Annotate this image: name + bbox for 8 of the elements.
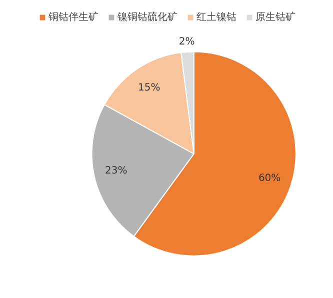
data-label: 15% [138, 82, 160, 94]
legend-label: 原生钴矿 [256, 10, 296, 24]
data-label: 60% [258, 172, 281, 184]
data-label: 23% [105, 166, 128, 177]
data-label: 2% [178, 36, 195, 48]
legend-label: 红土镍钴 [196, 10, 236, 24]
legend-label: 镍铜钴硫化矿 [118, 10, 178, 24]
legend-label: 铜钴伴生矿 [48, 10, 98, 24]
